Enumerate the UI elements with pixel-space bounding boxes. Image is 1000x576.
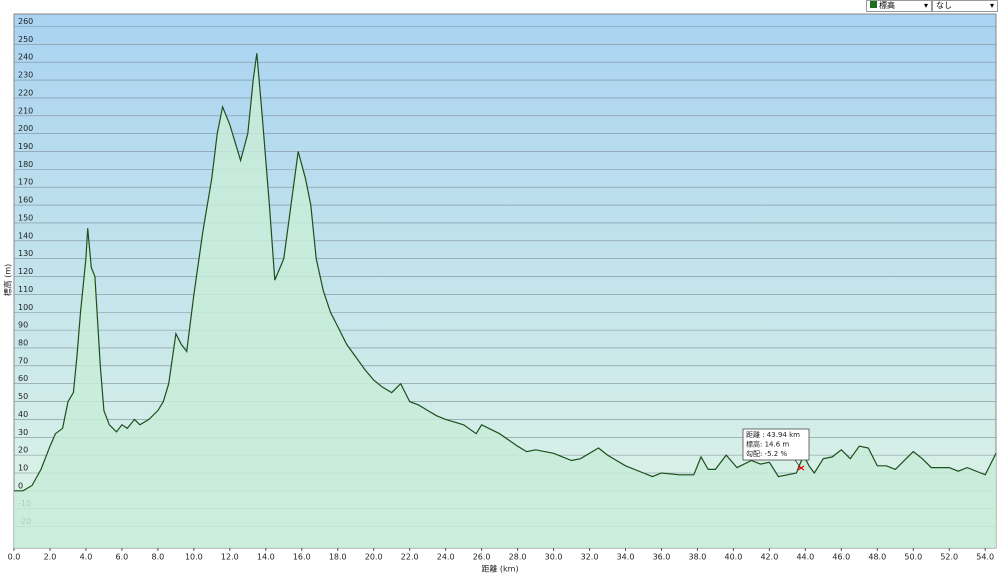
y-tick-label: 240	[18, 53, 33, 62]
x-tick-label: 20.0	[365, 553, 383, 562]
x-tick-label: 6.0	[116, 553, 129, 562]
x-tick-label: 18.0	[329, 553, 347, 562]
y-tick-label: 80	[18, 338, 28, 347]
x-tick-label: 26.0	[473, 553, 491, 562]
x-tick-label: 2.0	[44, 553, 57, 562]
y-tick-label: 20	[18, 446, 28, 455]
tooltip-box	[742, 428, 810, 461]
y-tick-label: 120	[18, 267, 33, 276]
area-fill	[14, 53, 996, 549]
tooltip-text: 標高: 14.6 m	[746, 440, 789, 449]
y-tick-label: 50	[18, 392, 28, 401]
y-tick-label: 210	[18, 106, 33, 115]
x-tick-label: 24.0	[437, 553, 455, 562]
x-tick-label: 46.0	[832, 553, 850, 562]
y-tick-label: 100	[18, 303, 33, 312]
swatch	[870, 1, 877, 8]
y-tick-label: 140	[18, 231, 33, 240]
x-tick-label: 52.0	[940, 553, 958, 562]
series-select-label: 標高	[879, 1, 895, 10]
x-tick-label: 22.0	[401, 553, 419, 562]
y-tick-label: 70	[18, 356, 28, 365]
x-tick-label: 8.0	[152, 553, 165, 562]
y-tick-label: 170	[18, 178, 33, 187]
y-tick-label: 60	[18, 374, 28, 383]
x-tick-label: 16.0	[293, 553, 311, 562]
y-tick-label: 190	[18, 142, 33, 151]
y-tick-label: 230	[18, 71, 33, 80]
tooltip-text: 距離 : 43.94 km	[746, 430, 800, 439]
x-tick-label: 48.0	[868, 553, 886, 562]
x-tick-label: 30.0	[545, 553, 563, 562]
option-select-label: なし	[936, 1, 952, 10]
x-tick-label: 36.0	[653, 553, 671, 562]
elevation-line	[14, 53, 997, 492]
y-tick-label: 220	[18, 88, 33, 97]
x-tick-label: 28.0	[509, 553, 527, 562]
x-tick-label: 38.0	[689, 553, 707, 562]
x-tick-label: 12.0	[221, 553, 239, 562]
cursor-marker	[797, 465, 805, 471]
y-tick-label: 260	[18, 17, 33, 26]
y-axis-label: 標高 (m)	[3, 264, 13, 297]
x-tick-label: 4.0	[80, 553, 93, 562]
y-tick-label: 180	[18, 160, 33, 169]
option-select[interactable]: なし ▾	[932, 0, 998, 12]
y-tick-label: 30	[18, 428, 28, 437]
y-tick-label: 250	[18, 35, 33, 44]
y-tick-label: 130	[18, 249, 33, 258]
x-axis-label: 距離 (km)	[481, 564, 518, 574]
y-tick-label: 150	[18, 213, 33, 222]
y-tick-label: 0	[18, 481, 23, 490]
y-tick-label: 200	[18, 124, 33, 133]
y-tick-label: 90	[18, 321, 28, 330]
x-tick-label: 32.0	[581, 553, 599, 562]
y-tick-label: 110	[18, 285, 33, 294]
x-tick-label: 42.0	[760, 553, 778, 562]
x-tick-label: 10.0	[185, 553, 203, 562]
x-tick-label: 34.0	[617, 553, 635, 562]
tooltip-text: 勾配: -5.2 %	[746, 449, 787, 458]
x-tick-label: 0.0	[8, 553, 21, 562]
y-tick-label: 160	[18, 196, 33, 205]
x-tick-label: 44.0	[796, 553, 814, 562]
x-tick-label: 54.0	[976, 553, 994, 562]
x-tick-label: 40.0	[725, 553, 743, 562]
series-select[interactable]: 標高 ▾	[866, 0, 932, 12]
x-tick-label: 50.0	[904, 553, 922, 562]
x-tick-label: 14.0	[257, 553, 275, 562]
y-tick-label: 40	[18, 410, 28, 419]
y-tick-label: 10	[18, 463, 28, 472]
